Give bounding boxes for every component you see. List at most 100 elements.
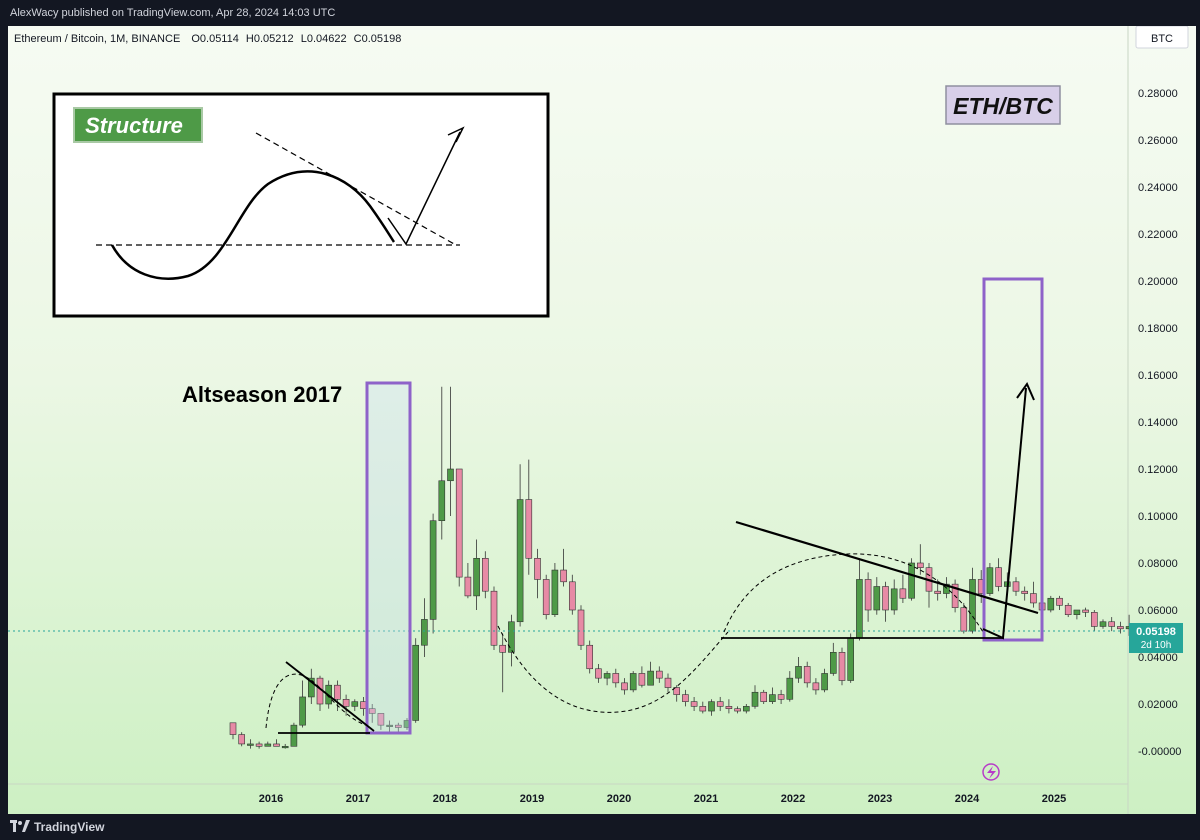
candle-body [368, 708, 376, 714]
candle-body [586, 644, 594, 670]
price-tick-label: 0.12000 [1138, 464, 1178, 476]
candle-body [1082, 609, 1089, 613]
cycle-curve-2022 [723, 553, 984, 633]
structure-label-bg [73, 107, 203, 143]
candle-body [281, 745, 289, 749]
candle-body [525, 499, 533, 559]
cycle-curve-2019 [497, 625, 729, 713]
candle-body [1056, 597, 1063, 606]
candle-body [1099, 621, 1107, 627]
candle-body [899, 588, 907, 599]
candle-body [577, 609, 585, 646]
candle-body [769, 694, 776, 702]
structure-bounce-path [387, 131, 461, 246]
candle-body [795, 666, 802, 679]
candle-body [908, 562, 915, 599]
price-tick-label: 0.22000 [1138, 229, 1178, 241]
legend-low: L0.04622 [301, 33, 347, 45]
candle-body [664, 677, 672, 688]
candle-body [1064, 604, 1072, 615]
candle-body [603, 673, 611, 679]
structure-curve-2016 [265, 673, 369, 729]
candle-body [847, 637, 855, 681]
candle-body [455, 468, 463, 578]
price-axis[interactable]: 0.28000 0.26000 0.24000 0.22000 0.20000 0.180… [1138, 88, 1181, 758]
candle-body [803, 666, 811, 684]
candle-body [777, 694, 785, 700]
candle-body [464, 576, 472, 597]
candle-body [481, 557, 489, 592]
candle-body [1030, 593, 1037, 604]
published-caption: AlexWacy published on TradingView.com, A… [10, 7, 336, 19]
candle-body [934, 590, 942, 594]
price-tick-label: 0.06000 [1138, 605, 1178, 617]
resistance-line-2021 [735, 520, 1039, 615]
price-tick-label: 0.08000 [1138, 558, 1178, 570]
candle-body [429, 520, 437, 620]
candle-body [760, 691, 768, 702]
candle-body [751, 691, 759, 707]
candle-body [516, 499, 524, 623]
time-tick-label: 2018 [433, 793, 457, 805]
price-tick-label: 0.26000 [1138, 135, 1178, 147]
candle-body [986, 567, 994, 594]
altseason-2017-box [365, 381, 412, 735]
footer-bar: TradingView [0, 814, 1200, 840]
candle-body [960, 607, 968, 632]
legend-close: C0.05198 [354, 33, 402, 45]
chart-area[interactable]: Ethereum / Bitcoin, 1M, BINANCE O0.05114… [8, 26, 1196, 814]
candle-body [629, 673, 637, 691]
candle-body [1073, 609, 1081, 615]
projection-arrow-path [982, 387, 1027, 640]
price-tick-label: 0.02000 [1138, 699, 1178, 711]
candle-body [351, 701, 359, 707]
trendline-2016-top [285, 661, 375, 732]
currency-badge[interactable] [1135, 26, 1189, 49]
candle-body [334, 684, 341, 700]
candle-body [812, 682, 820, 691]
candle-body [490, 590, 498, 646]
price-tick-label: 0.16000 [1138, 370, 1178, 382]
candle-body [943, 583, 950, 594]
time-axis[interactable]: 2016 2017 2018 2019 2020 2021 2022 2023 2024 2025 [259, 793, 1066, 805]
candle-body [856, 579, 863, 639]
legend-symbol: Ethereum / Bitcoin, 1M, BINANCE O0.05114… [14, 33, 401, 45]
candle-body [742, 706, 750, 712]
price-tick-label: 0.04000 [1138, 652, 1178, 664]
candle-body [412, 644, 420, 721]
pair-label: ETH/BTC [953, 93, 1053, 119]
candle-body [716, 701, 724, 707]
candle-body [1021, 590, 1029, 594]
altseason-label: Altseason 2017 [182, 382, 342, 407]
candle-body [542, 579, 550, 616]
price-chart[interactable]: Ethereum / Bitcoin, 1M, BINANCE O0.05114… [8, 26, 1196, 814]
candle-body [864, 579, 872, 611]
candle-body [621, 682, 628, 691]
candle-body [890, 588, 898, 611]
publish-header: AlexWacy published on TradingView.com, A… [0, 0, 1200, 26]
candle-body [725, 706, 733, 709]
candle-body [377, 713, 385, 726]
lightning-icon[interactable] [982, 763, 1000, 781]
last-price-countdown: 2d 10h [1141, 640, 1172, 651]
candle-body [229, 722, 237, 735]
tradingview-brand[interactable]: TradingView [34, 820, 105, 834]
candle-body [1117, 626, 1124, 630]
candle-body [1108, 621, 1115, 627]
candle-body [290, 724, 298, 747]
candle-body [838, 651, 846, 681]
time-tick-label: 2016 [259, 793, 283, 805]
tradingview-logo-icon [10, 820, 30, 832]
candle-body [499, 644, 507, 653]
legend-open: O0.05114 [191, 33, 239, 45]
candle-body [647, 670, 654, 686]
candle-body [829, 651, 837, 674]
candle-body [682, 694, 689, 702]
price-tick-label: -0.00000 [1138, 746, 1181, 758]
lightning-glyph [987, 766, 996, 779]
candle-body [708, 701, 715, 712]
candle-body [882, 586, 889, 611]
candle-body [273, 743, 280, 747]
price-tick-label: 0.14000 [1138, 417, 1178, 429]
candle-body [612, 673, 620, 684]
